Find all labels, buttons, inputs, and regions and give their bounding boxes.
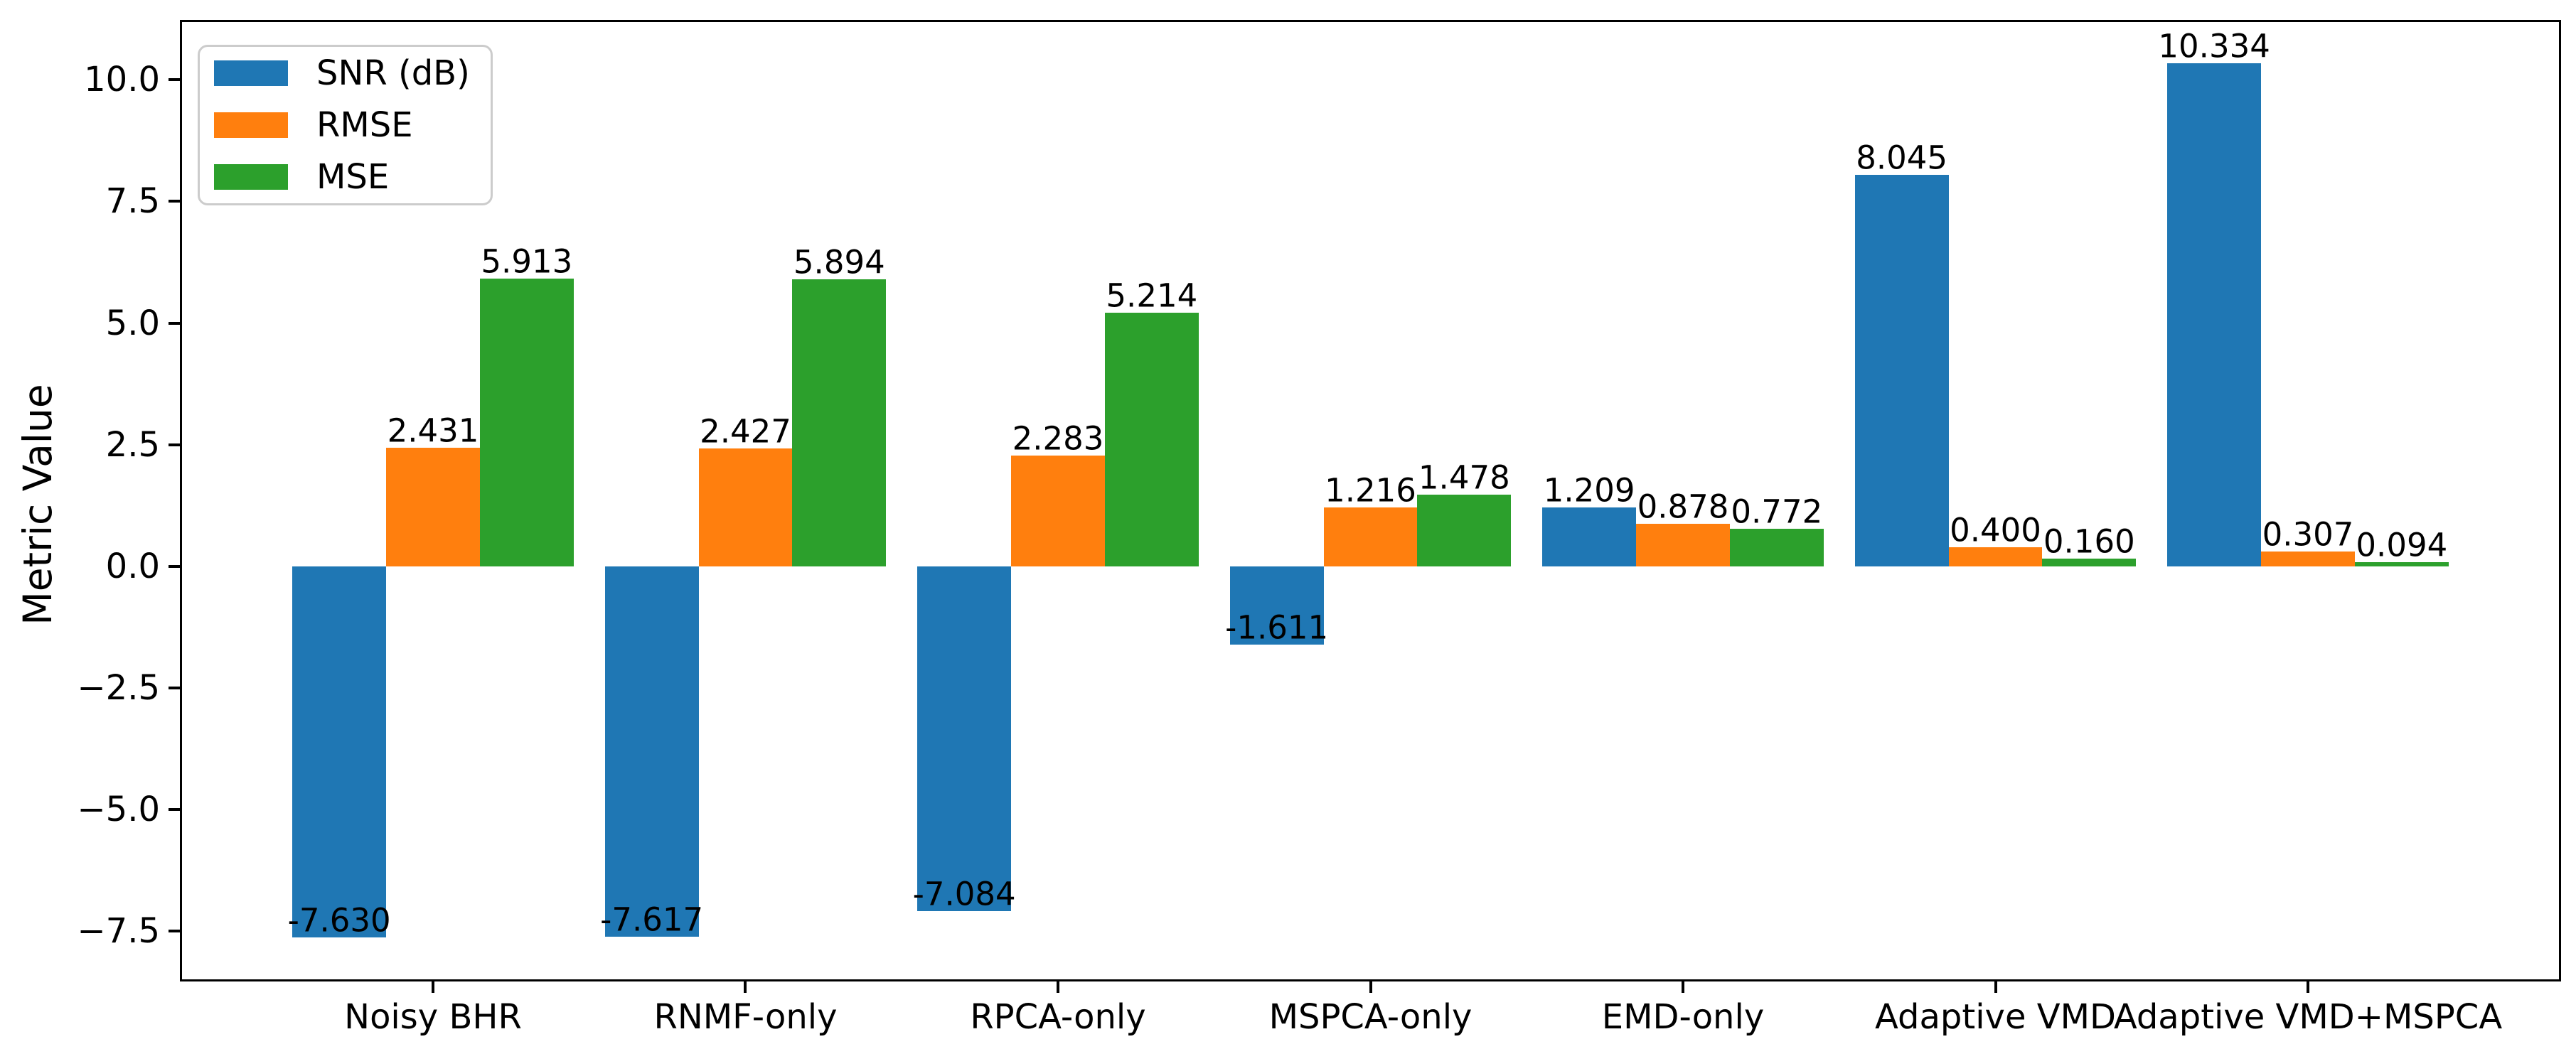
y-tick-label: 5.0 bbox=[105, 303, 160, 343]
legend-swatch bbox=[214, 60, 288, 86]
y-tick-mark bbox=[169, 78, 180, 82]
legend-swatch bbox=[214, 112, 288, 138]
bar bbox=[1011, 455, 1105, 566]
bar bbox=[1636, 523, 1730, 566]
bar-value-label: 2.427 bbox=[700, 412, 791, 450]
y-tick-label: 2.5 bbox=[105, 424, 160, 465]
bar-value-label: 5.214 bbox=[1106, 276, 1198, 315]
x-tick-label: MSPCA-only bbox=[1268, 997, 1473, 1037]
bar-value-label: 0.772 bbox=[1731, 493, 1823, 531]
bar bbox=[698, 448, 793, 566]
bar-value-label: 2.431 bbox=[387, 411, 479, 450]
bar-value-label: 5.894 bbox=[793, 243, 885, 281]
x-tick-label: EMD-only bbox=[1601, 997, 1765, 1037]
y-tick-label: 7.5 bbox=[105, 181, 160, 222]
y-tick-label: −5.0 bbox=[77, 790, 160, 830]
y-tick-label: −2.5 bbox=[77, 668, 160, 709]
y-tick-label: 0.0 bbox=[105, 546, 160, 586]
y-tick-mark bbox=[169, 930, 180, 933]
bar bbox=[1104, 312, 1199, 566]
x-tick-mark bbox=[1682, 981, 1684, 993]
bar-value-label: 0.094 bbox=[2356, 525, 2448, 564]
legend-label: SNR (dB) bbox=[316, 53, 470, 93]
x-tick-label: RPCA-only bbox=[970, 997, 1146, 1037]
bar-value-label: -7.084 bbox=[912, 875, 1016, 913]
y-tick-mark bbox=[169, 321, 180, 325]
y-tick-mark bbox=[169, 808, 180, 812]
bar bbox=[1948, 547, 2043, 566]
bar bbox=[2354, 561, 2449, 566]
bar bbox=[1229, 566, 1324, 645]
bar-value-label: -7.617 bbox=[600, 900, 704, 939]
bar bbox=[479, 279, 574, 566]
bar-value-label: 1.209 bbox=[1543, 471, 1635, 510]
x-tick-mark bbox=[1369, 981, 1372, 993]
bar bbox=[2042, 558, 2137, 566]
x-tick-mark bbox=[431, 981, 434, 993]
bar-value-label: 1.216 bbox=[1325, 470, 1416, 509]
legend-entry: RMSE bbox=[214, 99, 491, 151]
bar bbox=[2261, 551, 2355, 566]
legend-entry: SNR (dB) bbox=[214, 47, 491, 99]
bar bbox=[1417, 494, 1512, 566]
bar-value-label: 2.283 bbox=[1012, 419, 1104, 457]
legend-label: MSE bbox=[316, 156, 390, 197]
y-tick-mark bbox=[169, 687, 180, 690]
y-tick-label: 10.0 bbox=[84, 60, 160, 100]
x-tick-mark bbox=[1056, 981, 1059, 993]
x-tick-mark bbox=[1994, 981, 1997, 993]
bar bbox=[1323, 507, 1418, 566]
bar-value-label: 1.478 bbox=[1418, 458, 1510, 496]
bar bbox=[1542, 507, 1637, 566]
bar bbox=[386, 448, 480, 566]
bar-value-label: 8.045 bbox=[1856, 139, 1948, 177]
bar-value-label: 10.334 bbox=[2158, 27, 2270, 65]
bar-value-label: -1.611 bbox=[1225, 608, 1329, 647]
bar-value-label: 0.878 bbox=[1637, 488, 1729, 526]
legend-swatch bbox=[214, 163, 288, 190]
x-tick-label: RNMF-only bbox=[653, 997, 838, 1037]
bar-value-label: 5.913 bbox=[481, 242, 573, 281]
bar-value-label: -7.630 bbox=[287, 901, 391, 940]
y-tick-mark bbox=[169, 564, 180, 568]
bar bbox=[792, 279, 887, 566]
y-tick-mark bbox=[169, 200, 180, 203]
x-tick-label: Noisy BHR bbox=[344, 997, 522, 1037]
bar bbox=[917, 566, 1012, 911]
bar-value-label: 0.400 bbox=[1950, 510, 2041, 549]
x-tick-mark bbox=[744, 981, 747, 993]
y-tick-mark bbox=[169, 443, 180, 446]
y-tick-label: −7.5 bbox=[77, 911, 160, 952]
bar-value-label: 0.160 bbox=[2043, 522, 2135, 561]
bar bbox=[2167, 63, 2262, 566]
legend: SNR (dB) RMSE MSE bbox=[198, 45, 493, 205]
bar bbox=[604, 566, 699, 937]
x-tick-label: Adaptive VMD+MSPCA bbox=[2113, 997, 2503, 1037]
bar-value-label: 0.307 bbox=[2262, 515, 2354, 554]
x-tick-label: Adaptive VMD bbox=[1875, 997, 2116, 1037]
bar bbox=[1729, 529, 1824, 566]
y-axis-label: Metric Value bbox=[15, 384, 60, 625]
plot-area bbox=[180, 20, 2561, 981]
bar bbox=[1854, 175, 1949, 566]
x-tick-mark bbox=[2307, 981, 2309, 993]
legend-label: RMSE bbox=[316, 104, 413, 145]
bar bbox=[292, 566, 387, 938]
legend-entry: MSE bbox=[214, 151, 491, 203]
